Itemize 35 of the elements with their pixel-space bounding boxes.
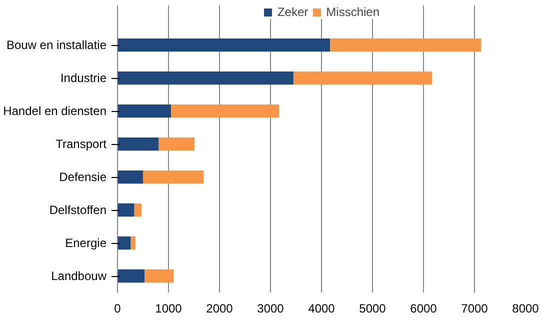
x-tick-label: 2000	[206, 302, 234, 316]
bar	[118, 203, 134, 217]
bar	[118, 71, 294, 85]
y-tick-label: Delfstoffen	[49, 203, 107, 218]
x-tick-label: 1000	[155, 302, 182, 316]
y-tick-label: Handel en diensten	[3, 104, 107, 118]
bar	[330, 38, 482, 52]
x-tick-label: 7000	[461, 302, 488, 316]
y-tick-label: Landbouw	[51, 269, 107, 284]
bar	[293, 71, 432, 85]
y-tick-label: Energie	[65, 236, 107, 250]
y-tick-label: Bouw en installatie	[6, 38, 107, 52]
legend-label: Misschien	[326, 5, 380, 19]
x-tick-label: 0	[114, 302, 122, 316]
bar	[118, 269, 145, 283]
bar	[144, 269, 174, 283]
bar	[118, 38, 330, 52]
bar	[143, 170, 204, 184]
bar	[118, 236, 131, 250]
bar	[118, 170, 143, 184]
bar	[130, 236, 136, 250]
x-tick-label: 4000	[308, 302, 336, 316]
legend-label: Zeker	[277, 5, 308, 19]
bar	[171, 104, 280, 118]
bar	[134, 203, 142, 217]
x-tick-label: 5000	[359, 302, 386, 316]
bar	[158, 137, 195, 151]
bar	[118, 104, 172, 118]
x-tick-label: 8000	[512, 302, 540, 316]
bar	[118, 137, 159, 151]
y-tick-label: Transport	[56, 137, 108, 152]
y-tick-label: Defensie	[59, 170, 107, 184]
x-tick-label: 3000	[257, 302, 284, 316]
x-tick-label: 6000	[410, 302, 438, 316]
y-tick-label: Industrie	[60, 71, 107, 86]
